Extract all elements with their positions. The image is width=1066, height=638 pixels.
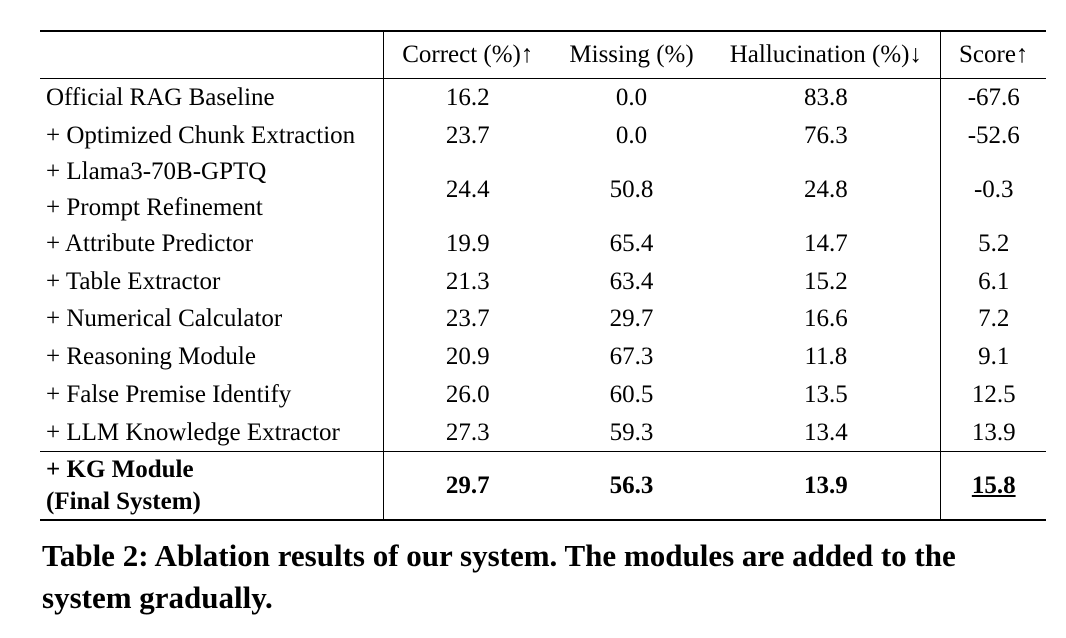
cell-score: 9.1 <box>941 338 1047 376</box>
cell-missing: 29.7 <box>551 300 711 338</box>
cell-correct: 20.9 <box>384 338 552 376</box>
cell-missing: 60.5 <box>551 376 711 414</box>
table-row: + LLM Knowledge Extractor 27.3 59.3 13.4… <box>40 414 1046 452</box>
cell-halluc: 76.3 <box>712 117 941 155</box>
cell-score: -52.6 <box>941 117 1047 155</box>
cell-halluc: 11.8 <box>712 338 941 376</box>
cell-correct: 27.3 <box>384 414 552 452</box>
col-header-missing: Missing (%) <box>551 31 711 78</box>
final-score: 15.8 <box>972 472 1016 499</box>
table-header-row: Correct (%)↑ Missing (%) Hallucination (… <box>40 31 1046 78</box>
row-label: + Numerical Calculator <box>40 300 384 338</box>
cell-halluc: 16.6 <box>712 300 941 338</box>
row-label: + Llama3-70B-GPTQ <box>40 154 384 189</box>
col-header-correct: Correct (%)↑ <box>384 31 552 78</box>
cell-halluc: 13.9 <box>712 452 941 520</box>
table-row: + Reasoning Module 20.9 67.3 11.8 9.1 <box>40 338 1046 376</box>
cell-score: 6.1 <box>941 263 1047 301</box>
cell-score: 7.2 <box>941 300 1047 338</box>
cell-missing: 50.8 <box>551 154 711 225</box>
table-caption: Table 2: Ablation results of our system.… <box>42 535 1024 619</box>
cell-halluc: 13.4 <box>712 414 941 452</box>
table-row: + Optimized Chunk Extraction 23.7 0.0 76… <box>40 117 1046 155</box>
final-label-b: (Final System) <box>46 488 201 515</box>
cell-score: 5.2 <box>941 225 1047 263</box>
cell-missing: 0.0 <box>551 78 711 116</box>
cell-score: 13.9 <box>941 414 1047 452</box>
cell-missing: 67.3 <box>551 338 711 376</box>
table-row: + Numerical Calculator 23.7 29.7 16.6 7.… <box>40 300 1046 338</box>
row-label: + False Premise Identify <box>40 376 384 414</box>
page-container: Correct (%)↑ Missing (%) Hallucination (… <box>0 0 1066 638</box>
row-label: + Table Extractor <box>40 263 384 301</box>
row-label: + Prompt Refinement <box>40 190 384 225</box>
cell-correct: 23.7 <box>384 300 552 338</box>
table-row: + Llama3-70B-GPTQ 24.4 50.8 24.8 -0.3 <box>40 154 1046 189</box>
cell-missing: 65.4 <box>551 225 711 263</box>
cell-score: -67.6 <box>941 78 1047 116</box>
col-header-score: Score↑ <box>941 31 1047 78</box>
row-label: + Optimized Chunk Extraction <box>40 117 384 155</box>
cell-score: 15.8 <box>941 452 1047 520</box>
cell-missing: 63.4 <box>551 263 711 301</box>
table-row: Official RAG Baseline 16.2 0.0 83.8 -67.… <box>40 78 1046 116</box>
table-row: + False Premise Identify 26.0 60.5 13.5 … <box>40 376 1046 414</box>
table-row: + Attribute Predictor 19.9 65.4 14.7 5.2 <box>40 225 1046 263</box>
ablation-table: Correct (%)↑ Missing (%) Hallucination (… <box>40 30 1046 521</box>
cell-halluc: 83.8 <box>712 78 941 116</box>
cell-missing: 59.3 <box>551 414 711 452</box>
cell-correct: 23.7 <box>384 117 552 155</box>
table-row-final: + KG Module (Final System) 29.7 56.3 13.… <box>40 452 1046 520</box>
cell-correct: 26.0 <box>384 376 552 414</box>
cell-score: 12.5 <box>941 376 1047 414</box>
cell-missing: 0.0 <box>551 117 711 155</box>
cell-missing: 56.3 <box>551 452 711 520</box>
cell-halluc: 24.8 <box>712 154 941 225</box>
cell-correct: 21.3 <box>384 263 552 301</box>
cell-correct: 16.2 <box>384 78 552 116</box>
cell-correct: 24.4 <box>384 154 552 225</box>
cell-halluc: 14.7 <box>712 225 941 263</box>
cell-halluc: 15.2 <box>712 263 941 301</box>
table-row: + Table Extractor 21.3 63.4 15.2 6.1 <box>40 263 1046 301</box>
cell-correct: 19.9 <box>384 225 552 263</box>
final-label-a: + KG Module <box>46 456 194 483</box>
row-label: Official RAG Baseline <box>40 78 384 116</box>
col-header-empty <box>40 31 384 78</box>
row-label: + Reasoning Module <box>40 338 384 376</box>
col-header-halluc: Hallucination (%)↓ <box>712 31 941 78</box>
cell-score: -0.3 <box>941 154 1047 225</box>
row-label: + Attribute Predictor <box>40 225 384 263</box>
cell-correct: 29.7 <box>384 452 552 520</box>
row-label-final: + KG Module (Final System) <box>40 452 384 520</box>
row-label: + LLM Knowledge Extractor <box>40 414 384 452</box>
cell-halluc: 13.5 <box>712 376 941 414</box>
